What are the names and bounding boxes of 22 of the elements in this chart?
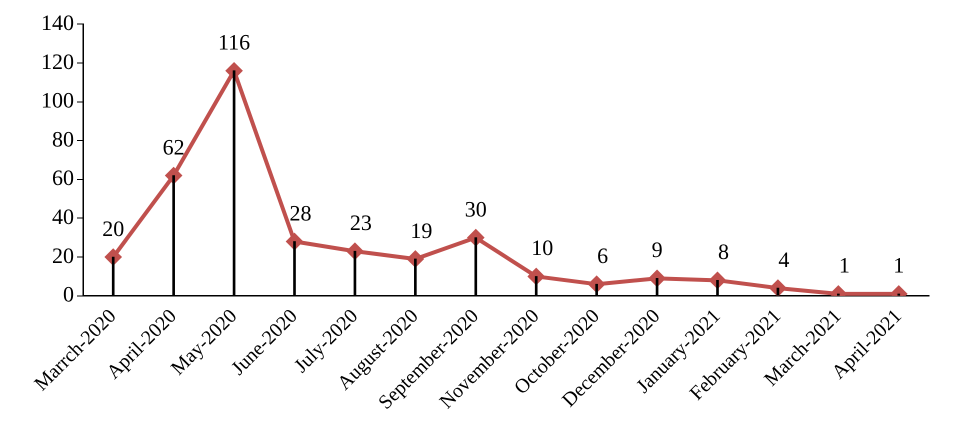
y-tick-label: 140 xyxy=(41,10,74,35)
y-tick-label: 0 xyxy=(63,282,74,307)
y-tick-label: 120 xyxy=(41,48,74,74)
y-tick-label: 100 xyxy=(41,88,74,113)
data-label: 28 xyxy=(290,200,312,226)
data-label: 30 xyxy=(464,196,487,222)
data-label: 1 xyxy=(838,252,850,278)
y-tick-label: 80 xyxy=(52,126,74,152)
y-tick-label: 40 xyxy=(52,204,74,230)
data-label: 6 xyxy=(597,242,608,268)
data-label: 1 xyxy=(893,252,904,278)
data-label: 4 xyxy=(778,246,790,272)
data-label: 9 xyxy=(652,237,663,262)
data-label: 10 xyxy=(531,235,554,260)
data-label: 20 xyxy=(102,216,124,241)
y-tick-label: 60 xyxy=(52,165,74,190)
data-label: 8 xyxy=(718,239,729,264)
data-label: 23 xyxy=(350,210,372,235)
y-tick-label: 20 xyxy=(52,242,74,268)
data-label: 116 xyxy=(218,30,250,55)
data-label: 19 xyxy=(410,218,432,243)
data-label: 62 xyxy=(162,134,185,160)
